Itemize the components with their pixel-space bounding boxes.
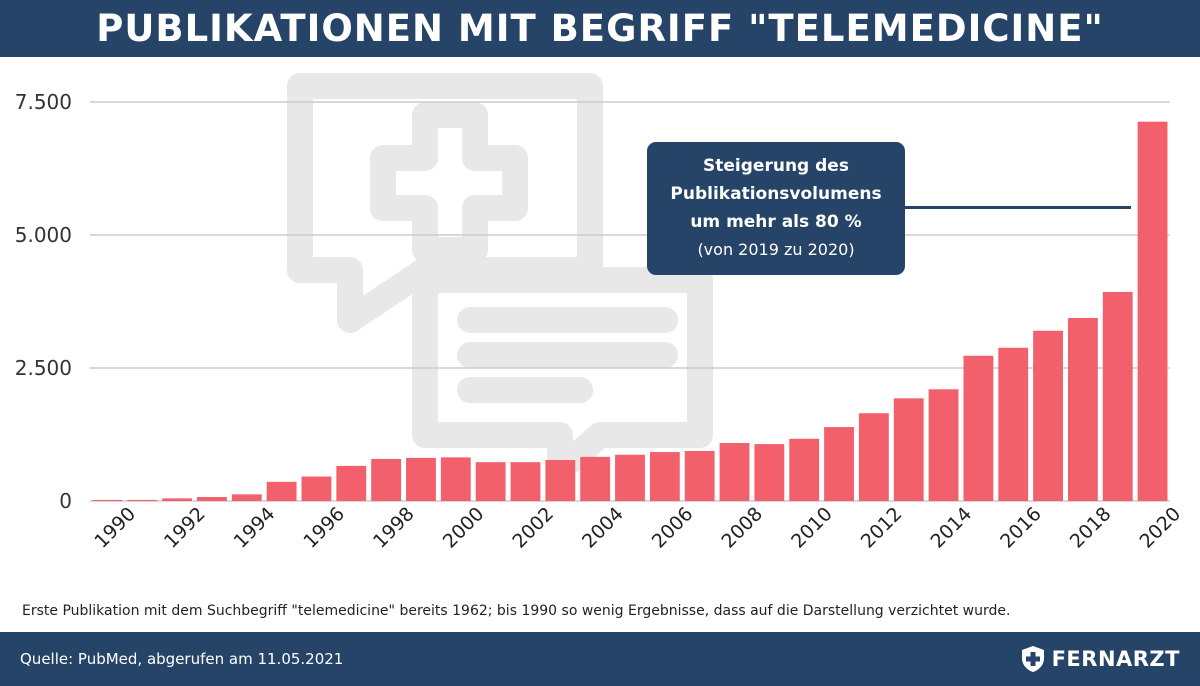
x-tick-label: 2008 — [717, 503, 767, 553]
bar-2002 — [510, 462, 541, 501]
bar-1991 — [127, 499, 158, 501]
brand-name: FERNARZT — [1051, 647, 1180, 671]
bar-2009 — [754, 444, 785, 501]
bar-2005 — [615, 454, 645, 501]
bar-2008 — [719, 443, 750, 501]
watermark-telemedicine-icon — [287, 73, 713, 483]
source-note: Quelle: PubMed, abgerufen am 11.05.2021 — [20, 650, 344, 668]
bar-2000 — [440, 457, 471, 501]
bar-1992 — [162, 498, 193, 501]
header-bar: PUBLIKATIONEN MIT BEGRIFF "TELEMEDICINE" — [0, 0, 1200, 57]
bars — [92, 121, 1168, 502]
x-tick-label: 2010 — [787, 503, 837, 553]
bar-2019 — [1102, 291, 1133, 501]
x-tick-label: 2000 — [439, 503, 489, 553]
bar-1990 — [92, 499, 123, 501]
bar-2004 — [580, 456, 611, 501]
x-tick-label: 2006 — [648, 503, 698, 553]
callout-line-1: Steigerung des — [703, 156, 849, 176]
callout-line-2: Publikationsvolumens — [670, 184, 882, 204]
y-axis-tick-labels: 0 2.500 5.000 7.500 — [15, 90, 72, 513]
bar-1997 — [336, 465, 367, 501]
y-tick-label: 5.000 — [15, 223, 72, 247]
bar-2001 — [475, 462, 506, 501]
x-tick-label: 2002 — [508, 503, 558, 553]
shield-cross-icon — [1021, 646, 1044, 672]
footnote: Erste Publikation mit dem Suchbegriff "t… — [22, 603, 1011, 619]
callout-line-4: (von 2019 zu 2020) — [697, 240, 855, 259]
brand-logo: FERNARZT — [1020, 644, 1180, 674]
bar-2020 — [1137, 121, 1168, 502]
x-axis-tick-labels: 1990 1992 1994 1996 1998 2000 2002 2004 2006 2008… — [90, 503, 1185, 553]
y-tick-label: 2.500 — [15, 356, 72, 380]
bar-1995 — [266, 481, 297, 501]
bar-1998 — [371, 458, 402, 501]
y-tick-label: 0 — [59, 489, 72, 513]
page-title: PUBLIKATIONEN MIT BEGRIFF "TELEMEDICINE" — [96, 7, 1104, 50]
x-tick-label: 2016 — [996, 503, 1046, 553]
x-tick-label: 2012 — [857, 503, 907, 553]
bar-2017 — [1033, 330, 1063, 501]
bar-1994 — [231, 494, 262, 501]
footer-bar: Quelle: PubMed, abgerufen am 11.05.2021 … — [0, 632, 1200, 686]
bar-2013 — [893, 398, 924, 501]
x-tick-label: 1996 — [299, 503, 349, 553]
bar-2012 — [858, 413, 889, 501]
x-tick-label: 2020 — [1135, 503, 1185, 553]
x-tick-label: 1998 — [369, 503, 419, 553]
bar-2006 — [649, 452, 680, 501]
bar-2018 — [1067, 317, 1098, 501]
x-tick-label: 1990 — [90, 503, 140, 553]
x-tick-label: 2014 — [926, 503, 976, 553]
annotation-callout: Steigerung des Publikationsvolumens um m… — [647, 142, 905, 275]
bar-2007 — [684, 450, 715, 501]
x-tick-label: 1994 — [230, 503, 280, 553]
bar-2016 — [998, 347, 1029, 501]
bar-2014 — [928, 389, 959, 501]
bar-2003 — [545, 460, 576, 501]
bar-1993 — [197, 497, 227, 501]
bar-1996 — [301, 476, 332, 501]
bar-1999 — [406, 457, 436, 501]
x-tick-label: 2018 — [1066, 503, 1116, 553]
x-tick-label: 1992 — [160, 503, 210, 553]
bar-chart: 0 2.500 5.000 7.500 1990 1992 1994 1996 1998 200… — [15, 73, 1185, 553]
bar-2011 — [824, 427, 854, 501]
callout-line-3: um mehr als 80 % — [690, 212, 862, 232]
x-tick-label: 2004 — [578, 503, 628, 553]
callout-connector-line — [905, 206, 1131, 209]
bar-2010 — [789, 438, 820, 501]
bar-2015 — [963, 355, 994, 501]
y-tick-label: 7.500 — [15, 90, 72, 114]
